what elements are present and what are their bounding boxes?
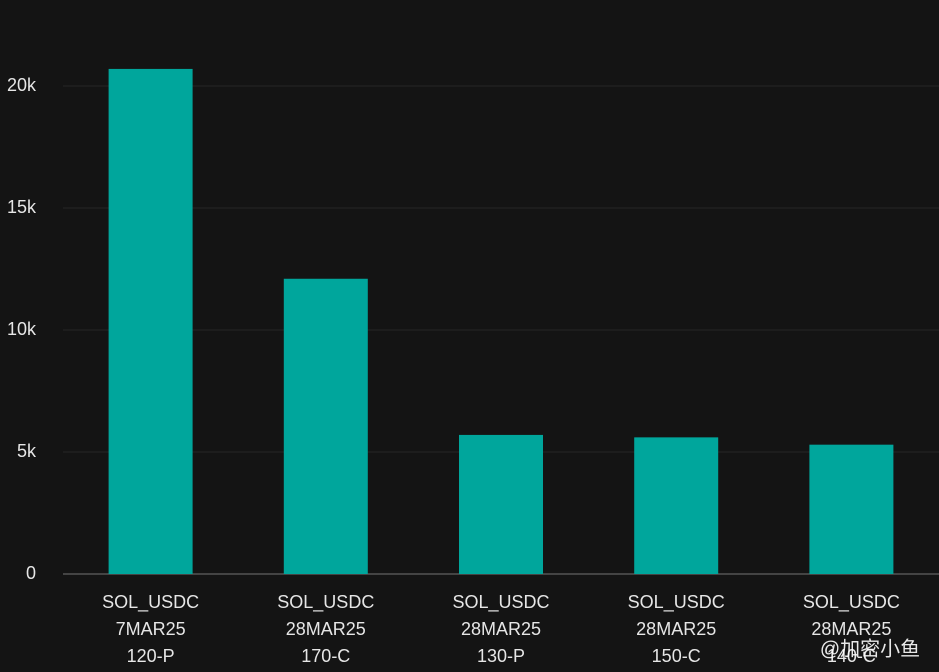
x-tick-label: 28MAR25 (286, 619, 366, 639)
bar (108, 68, 193, 575)
y-tick-label: 0 (26, 563, 36, 583)
bar (459, 434, 543, 574)
y-tick-label: 15k (7, 197, 37, 217)
x-tick-label: 28MAR25 (811, 619, 891, 639)
x-tick-label: SOL_USDC (803, 592, 900, 613)
x-tick-label: 130-P (477, 646, 525, 666)
bar (809, 444, 894, 574)
x-tick-label: 28MAR25 (636, 619, 716, 639)
watermark: @加密小鱼 (820, 637, 920, 660)
x-tick-label: SOL_USDC (628, 592, 725, 613)
bar (634, 437, 719, 574)
x-tick-label: 28MAR25 (461, 619, 541, 639)
y-tick-label: 10k (7, 319, 37, 339)
x-tick-label: SOL_USDC (277, 592, 374, 613)
x-tick-label: 170-C (301, 646, 350, 666)
bar (283, 278, 368, 574)
x-tick-label: SOL_USDC (102, 592, 199, 613)
x-tick-label: 150-C (652, 646, 701, 666)
y-tick-label: 5k (17, 441, 37, 461)
x-tick-label: SOL_USDC (452, 592, 549, 613)
y-tick-label: 20k (7, 75, 37, 95)
x-tick-label: 120-P (127, 646, 175, 666)
x-tick-label: 140-C (827, 646, 876, 666)
x-tick-label: 7MAR25 (116, 619, 186, 639)
